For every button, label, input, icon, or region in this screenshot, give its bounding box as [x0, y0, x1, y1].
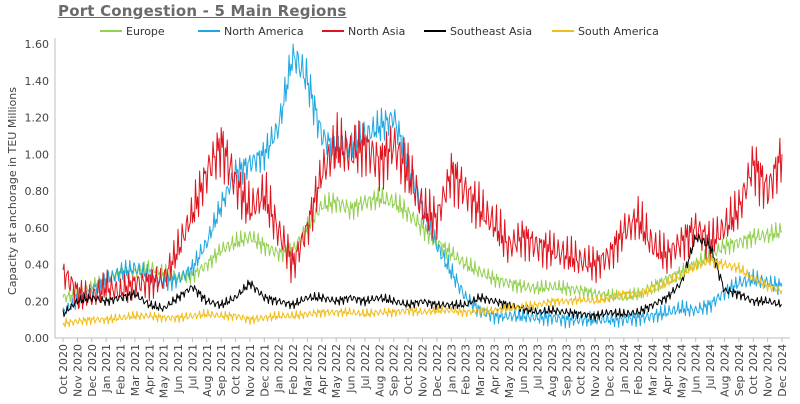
x-tick-label: Jun 2021 [172, 344, 185, 394]
x-tick-label: Sep 2024 [733, 344, 746, 396]
x-tick-label: Mar 2023 [474, 344, 487, 396]
y-tick-label: 0.80 [25, 185, 50, 198]
x-tick-label: May 2022 [330, 344, 343, 398]
x-tick-label: Aug 2021 [201, 344, 214, 397]
x-tick-label: Dec 2022 [431, 344, 444, 397]
x-tick-label: Nov 2024 [762, 344, 775, 397]
x-tick-label: Jan 2024 [618, 344, 631, 393]
x-tick-label: May 2024 [675, 344, 688, 398]
series-line-southeast-asia [62, 233, 782, 322]
x-tick-label: Jun 2024 [690, 344, 703, 394]
x-tick-label: Sep 2023 [560, 344, 573, 396]
x-tick-label: Jun 2022 [345, 344, 358, 394]
legend: Europe North America North Asia Southeast A… [100, 25, 659, 38]
x-tick-label: Feb 2024 [632, 344, 645, 395]
y-tick-label: 1.20 [25, 112, 50, 125]
x-tick-label: Mar 2021 [129, 344, 142, 396]
x-tick-label: Aug 2022 [373, 344, 386, 397]
y-tick-label: 0.20 [25, 295, 50, 308]
x-tick-label: Oct 2020 [57, 344, 70, 395]
x-tick-label: Jul 2022 [359, 344, 372, 390]
x-tick-label: Feb 2022 [287, 344, 300, 395]
x-tick-label: Apr 2022 [316, 344, 329, 395]
y-tick-label: 0.60 [25, 222, 50, 235]
x-tick-label: Dec 2021 [258, 344, 271, 397]
x-tick-label: Sep 2022 [388, 344, 401, 396]
legend-label-europe: Europe [126, 25, 165, 38]
legend-label-north-asia: North Asia [348, 25, 405, 38]
x-tick-label: Apr 2021 [143, 344, 156, 395]
legend-label-south-america: South America [578, 25, 659, 38]
series-lines [62, 43, 783, 329]
x-tick-label: Jul 2021 [186, 344, 199, 390]
legend-label-southeast-asia: Southeast Asia [450, 25, 532, 38]
x-tick-label: Mar 2024 [647, 344, 660, 396]
x-tick-label: Jun 2023 [517, 344, 530, 394]
x-tick-label: Feb 2023 [460, 344, 473, 395]
x-tick-label: May 2021 [158, 344, 171, 398]
x-tick-label: Apr 2023 [488, 344, 501, 395]
y-tick-label: 1.60 [25, 38, 50, 51]
x-tick-label: Aug 2024 [718, 344, 731, 397]
x-axis: Oct 2020 Nov 2020 Dec 2020 Jan 2021 Feb 2021… [55, 337, 790, 398]
x-tick-label: Nov 2022 [417, 344, 430, 397]
x-tick-label: Nov 2023 [589, 344, 602, 397]
series-line-south-america [62, 257, 783, 328]
x-tick-label: Oct 2021 [230, 344, 243, 395]
x-tick-label: Nov 2020 [71, 344, 84, 397]
x-tick-label: Nov 2021 [244, 344, 257, 397]
x-tick-label: Dec 2024 [776, 344, 789, 397]
x-tick-label: Jan 2021 [100, 344, 113, 393]
x-tick-label: Feb 2021 [115, 344, 128, 395]
x-tick-label: May 2023 [503, 344, 516, 398]
x-tick-label: Dec 2020 [86, 344, 99, 397]
series-line-north-asia [62, 112, 783, 310]
chart-title: Port Congestion - 5 Main Regions [58, 2, 347, 20]
x-tick-label: Dec 2023 [603, 344, 616, 397]
x-tick-label: Oct 2022 [402, 344, 415, 395]
y-tick-label: 0.00 [25, 332, 50, 345]
legend-label-north-america: North America [224, 25, 304, 38]
series-line-north-america [62, 43, 783, 329]
x-tick-label: Sep 2021 [215, 344, 228, 396]
y-axis-label: Capacity at anchorage in TEU Millions [6, 87, 19, 295]
x-tick-label: Oct 2024 [747, 344, 760, 395]
x-tick-label: Mar 2022 [301, 344, 314, 396]
x-tick-label: Jul 2024 [704, 344, 717, 390]
x-tick-label: Oct 2023 [575, 344, 588, 395]
x-tick-label: Jan 2023 [445, 344, 458, 393]
y-tick-label: 1.00 [25, 148, 50, 161]
y-tick-label: 1.40 [25, 75, 50, 88]
x-tick-label: Jan 2022 [273, 344, 286, 393]
y-axis: 0.00 0.20 0.40 0.60 0.80 1.00 1.20 1.40 1.60 [25, 38, 56, 345]
x-tick-label: Jul 2023 [532, 344, 545, 390]
y-tick-label: 0.40 [25, 259, 50, 272]
x-tick-label: Aug 2023 [546, 344, 559, 397]
x-tick-label: Apr 2024 [661, 344, 674, 395]
